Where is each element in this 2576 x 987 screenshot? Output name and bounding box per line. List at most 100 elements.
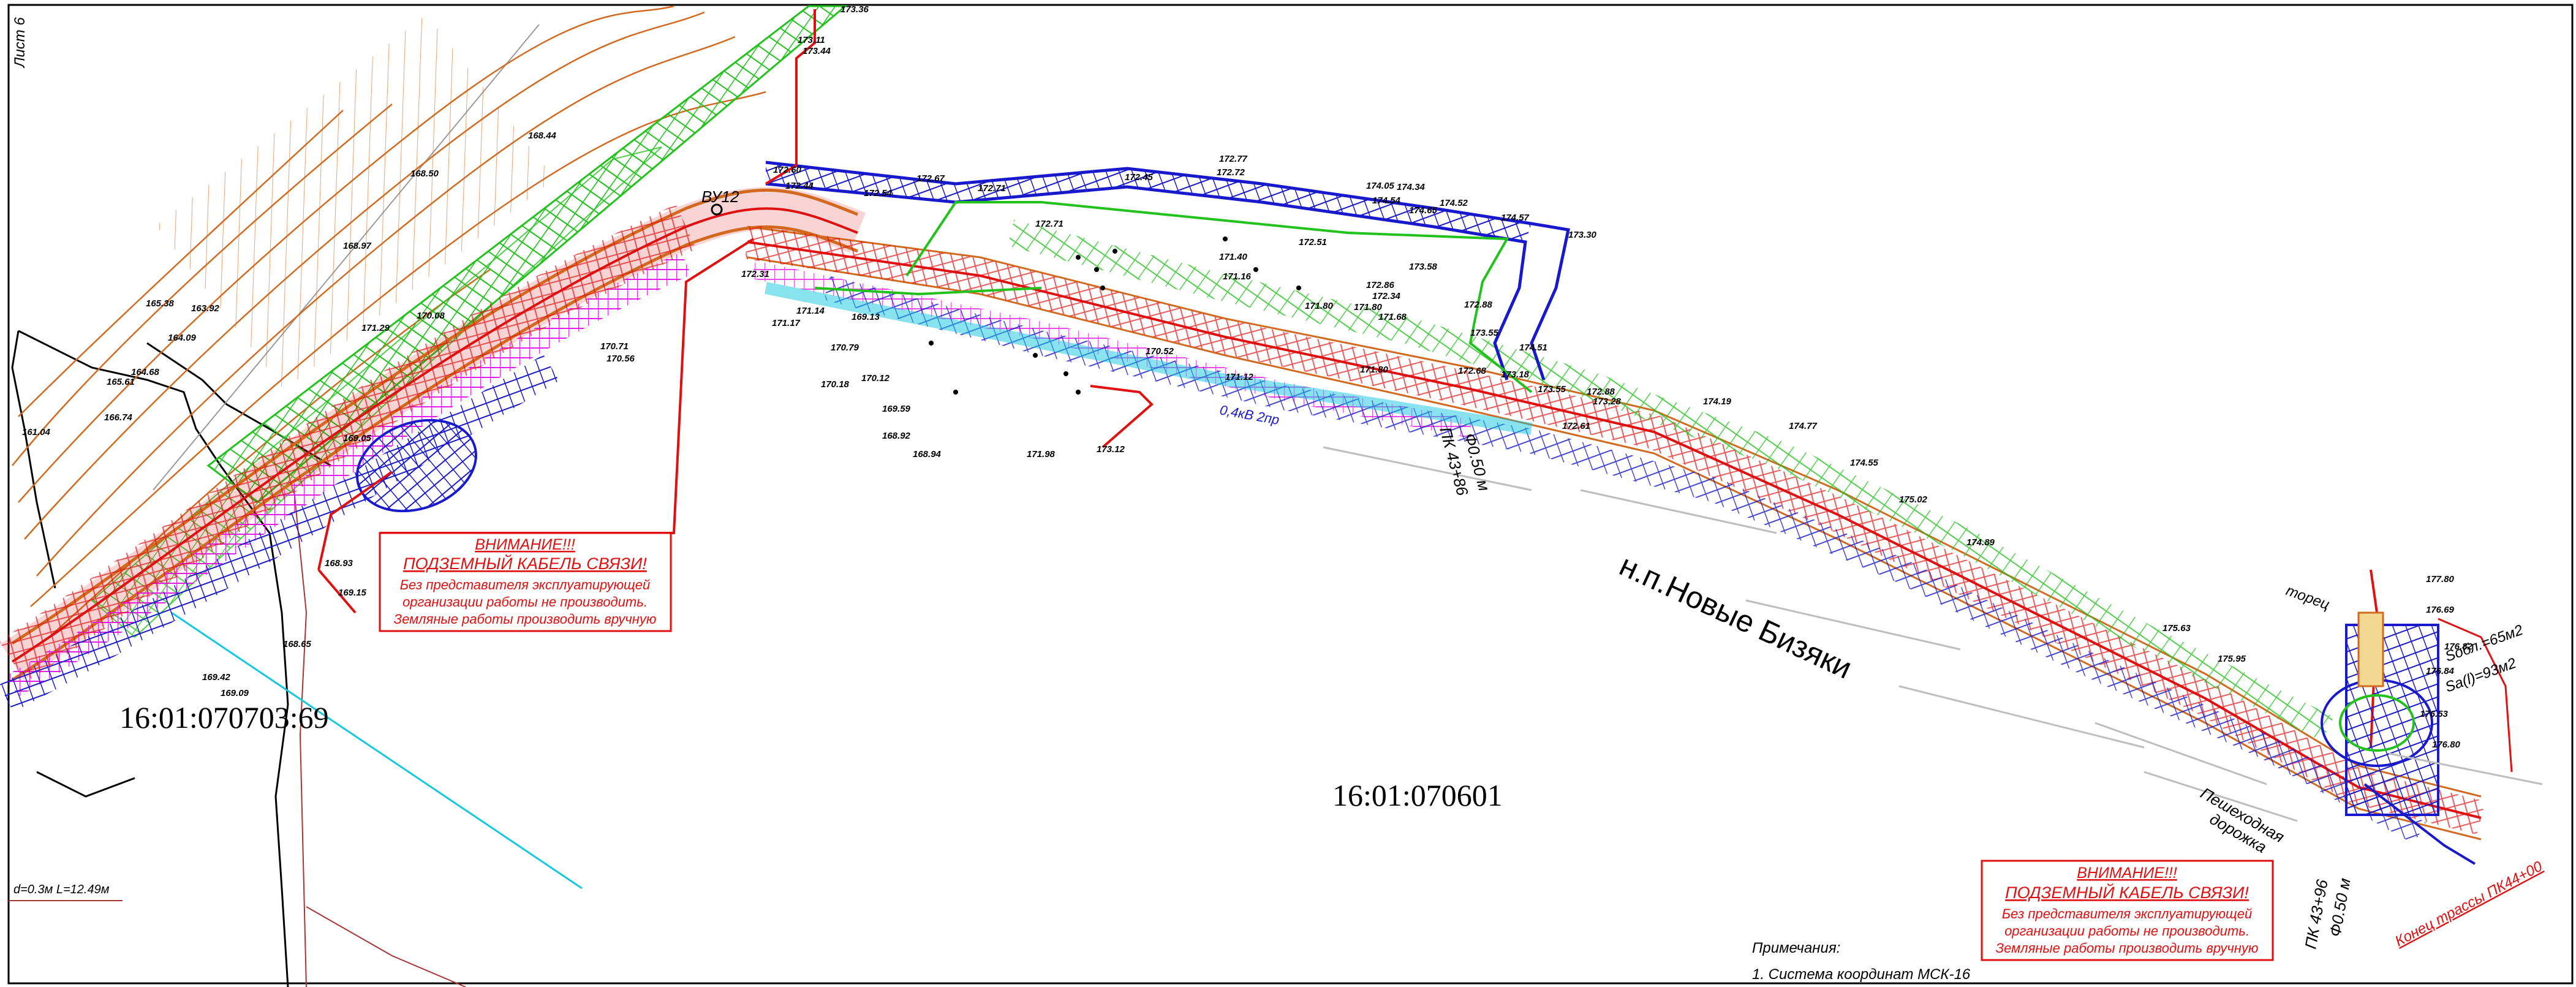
elev-label: 172.72 [1217,167,1245,178]
sheet-frame [7,4,2574,985]
elev-label: 171.12 [1225,372,1254,382]
elev-label: 172.88 [1464,300,1493,310]
elev-label: 176.69 [2426,605,2455,615]
vertex-marker [711,203,723,216]
main-corridor [0,187,866,713]
elev-label: 168.93 [325,558,353,569]
elev-label: 174.52 [1440,198,1468,208]
elev-label: 175.95 [2218,654,2246,664]
warning-line: Земляные работы производить вручную [1996,940,2259,956]
cyan-line [171,611,583,890]
elev-label: 175.63 [2162,623,2191,633]
elev-label: 168.50 [410,168,439,179]
main-corridor-right [744,219,2485,844]
elev-label: 171.29 [361,323,390,333]
elev-label: 172.86 [1366,280,1395,290]
elev-label: 174.55 [1850,458,1879,468]
elev-label: 166.74 [104,412,133,423]
warning-line: Без представителя эксплуатирующей [2002,906,2253,921]
elev-label: 169.09 [221,688,249,698]
parcel-number-center: 16:01:070601 [1332,778,1503,812]
elev-label: 172.71 [978,183,1006,194]
elev-label: 173.36 [840,4,869,15]
elev-label: 174.89 [1966,537,1995,548]
elev-label: 168.44 [528,130,557,141]
elev-label: 172.61 [1562,421,1590,431]
elev-label: 169.05 [343,433,372,444]
elev-label: 171.98 [1027,449,1056,459]
elev-label: 170.08 [417,311,445,321]
elev-label: 172.88 [1587,387,1615,397]
elev-label: 164.68 [131,367,160,377]
sheet-label: Лист 6 [12,17,28,69]
warning-subtitle: ПОДЗЕМНЫЙ КАБЕЛЬ СВЯЗИ! [403,553,647,573]
elev-label: 174.51 [1519,342,1547,353]
elev-label: 170.79 [831,342,859,353]
notes-item: 1. Система координат МСК-16 [1752,966,1971,983]
elev-label: 165.61 [107,377,135,387]
elev-label: 169.13 [852,312,880,322]
elev-label: 172.34 [1372,291,1401,301]
elev-label: 176.82 [2444,641,2473,652]
warning-title: ВНИМАНИЕ!!! [475,536,575,553]
elev-label: 174.05 [1366,181,1395,191]
warning-title: ВНИМАНИЕ!!! [2077,864,2177,882]
parcel-number-left: 16:01:070703:69 [119,700,329,735]
end-of-route-label: Конец трассы ПК44+00 [2392,858,2545,950]
elev-label: 172.68 [1458,366,1487,376]
warning-box-right: ВНИМАНИЕ!!! ПОДЗЕМНЫЙ КАБЕЛЬ СВЯЗИ! Без … [1981,860,2274,961]
elev-label: 171.68 [1378,312,1407,322]
elev-label: 176.84 [2426,666,2455,676]
elev-label: 169.59 [882,404,911,414]
elev-label: 171.80 [1354,302,1383,312]
elev-label: 171.14 [796,306,825,316]
elev-label: 176.80 [2432,739,2461,750]
elev-label: 173.28 [1593,396,1622,407]
elev-label: 171.80 [1360,365,1389,375]
elev-label: 168.97 [343,241,372,251]
elev-label: 171.40 [1219,252,1248,262]
elev-label: 170.52 [1146,346,1174,357]
elev-label: 174.65 [1409,205,1438,216]
blue-ellipse [356,418,477,513]
elev-label: 168.92 [882,431,911,441]
elev-label: 171.16 [1223,271,1252,282]
elev-label: 173.30 [1568,230,1597,240]
warning-box-left: ВНИМАНИЕ!!! ПОДЗЕМНЫЙ КАБЕЛЬ СВЯЗИ! Без … [379,532,672,632]
elev-label: 172.71 [1035,219,1063,229]
elev-label: 172.67 [916,173,945,184]
elev-label: 171.80 [1305,301,1334,311]
elev-label: 174.19 [1703,396,1732,407]
elev-label: 172.51 [1299,237,1327,248]
survey-points [929,236,1301,395]
blue-hatch-top [766,162,1532,242]
elev-label: 176.53 [2420,709,2449,719]
elev-label: 175.02 [1899,494,1928,505]
elev-label: 173.55 [1538,384,1566,395]
warning-line: организации работы не производить. [402,594,648,610]
warning-line: организации работы не производить. [2004,923,2249,939]
notes-heading: Примечания: [1752,940,1840,956]
elev-label: 172.31 [741,269,769,279]
elev-label: 169.15 [338,588,367,598]
elev-label: 170.18 [821,379,850,390]
warning-line: Земляные работы производить вручную [394,611,657,627]
orange-hatch-area [156,14,555,390]
elev-label: 164.09 [168,333,197,343]
elev-label: 172.45 [1125,172,1154,183]
elev-label: 174.57 [1501,213,1530,223]
elev-label: 172.44 [785,181,814,191]
elev-label: 173.12 [1097,444,1125,455]
elev-label: 172.60 [773,165,802,175]
elev-label: 168.94 [913,449,942,459]
elev-label: 161.04 [22,427,51,437]
elev-label: 177.80 [2426,574,2455,584]
parcel-boundaries-thin [9,490,466,987]
warning-line: Без представителя эксплуатирующей [400,577,651,592]
elev-label: 172.54 [864,188,893,199]
junction-detail [2321,611,2513,865]
elev-label: 170.71 [600,341,629,352]
dimension-label: d=0.3м L=12.49м [13,883,110,896]
elev-label: 173.58 [1409,262,1438,272]
elev-label: 174.34 [1397,182,1426,192]
